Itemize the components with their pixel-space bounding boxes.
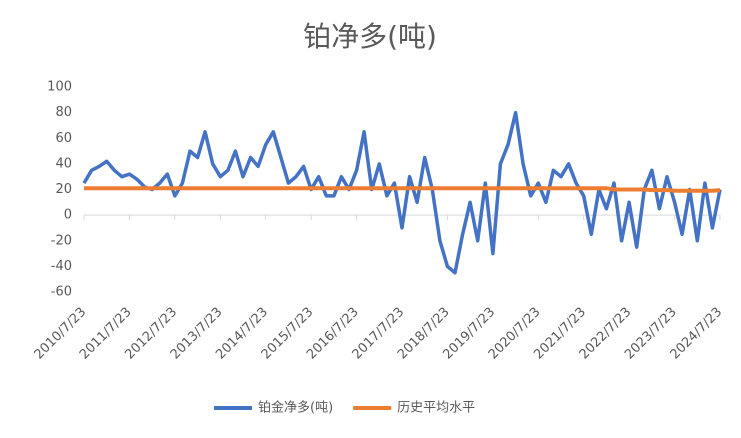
legend-label: 历史平均水平 <box>397 401 475 416</box>
y-tick-label: 100 <box>47 80 72 95</box>
y-tick-label: 40 <box>55 156 72 171</box>
y-tick-label: 80 <box>55 105 72 120</box>
y-tick-label: -60 <box>51 285 72 300</box>
y-tick-label: 0 <box>64 208 72 223</box>
legend-label: 铂金净多(吨) <box>258 400 333 416</box>
y-tick-label: 20 <box>55 182 72 197</box>
y-tick-label: -40 <box>51 259 72 274</box>
series-line <box>84 186 721 193</box>
y-tick-label: 60 <box>55 131 72 146</box>
chart-title: 铂净多(吨) <box>303 20 437 53</box>
y-tick-label: -20 <box>51 233 72 248</box>
series-line <box>82 110 722 275</box>
